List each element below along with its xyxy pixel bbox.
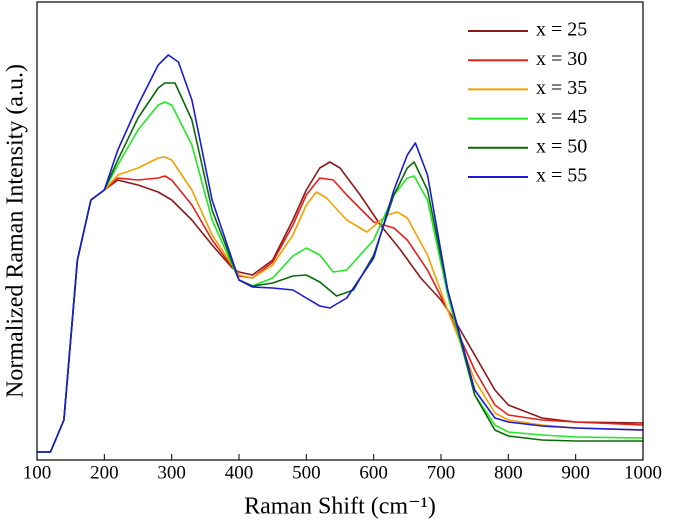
line-series <box>37 161 644 453</box>
legend-label: x = 25 <box>536 19 587 41</box>
x-tick-label: 700 <box>427 462 456 483</box>
x-tick-label: 300 <box>157 462 186 483</box>
x-axis-title: Raman Shift (cm⁻¹) <box>244 494 436 520</box>
plot-frame <box>36 1 644 461</box>
x-tick-label: 100 <box>23 462 52 483</box>
x-tick-label: 200 <box>90 462 119 483</box>
line-series <box>37 156 644 453</box>
legend-label: x = 30 <box>536 48 587 70</box>
x-tick-label: 600 <box>359 462 388 483</box>
legend-label: x = 45 <box>536 106 587 128</box>
y-axis-title: Normalized Raman Intensity (a.u.) <box>3 64 29 398</box>
x-tick-label: 900 <box>561 462 590 483</box>
line-series <box>37 82 643 453</box>
x-tick-label: 400 <box>225 462 254 483</box>
legend-label: x = 50 <box>536 135 587 157</box>
legend-label: x = 55 <box>536 165 587 187</box>
line-series <box>37 54 644 453</box>
x-tick-label: 500 <box>292 462 321 483</box>
line-series <box>37 175 644 453</box>
legend-label: x = 35 <box>536 77 587 99</box>
x-tick-label: 800 <box>494 462 523 483</box>
x-tick-label: 1000 <box>624 462 662 483</box>
